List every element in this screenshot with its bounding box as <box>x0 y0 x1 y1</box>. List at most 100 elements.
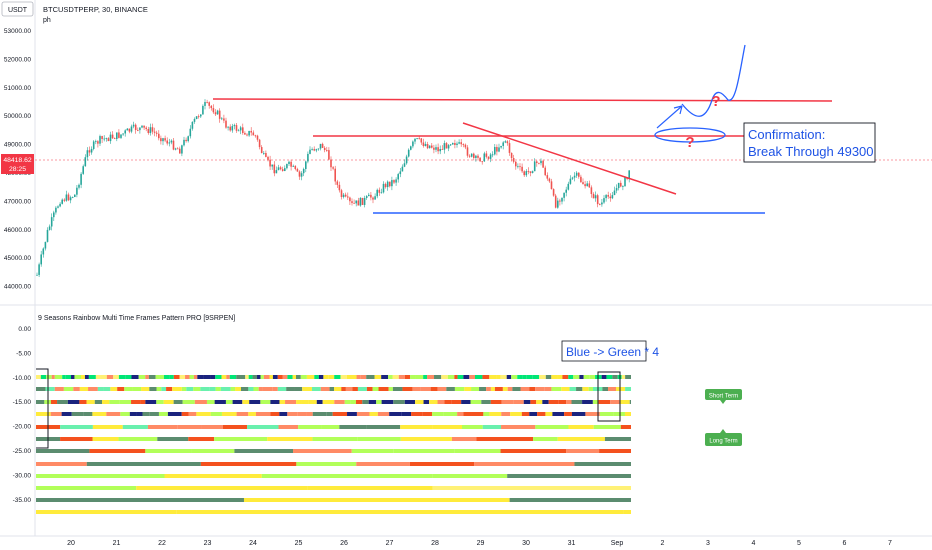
candle-body <box>456 143 458 145</box>
candle-body <box>277 167 280 171</box>
currency-badge[interactable] <box>1 1 34 17</box>
candle-body <box>622 186 624 187</box>
indicator-axis[interactable]: 0.00 -5.00 -10.00 -15.00 -20.00 -25.00 -30.00 -… <box>13 326 32 504</box>
candle-body <box>588 183 591 188</box>
time-axis[interactable]: 202122232425262728293031Sep2345678 <box>67 540 932 547</box>
candle-body <box>134 124 137 131</box>
rainbow-band-segment <box>471 412 484 416</box>
candle-body <box>500 145 502 148</box>
candle-body <box>391 180 393 187</box>
rainbow-band-segment <box>36 486 137 490</box>
rainbow-band-segment <box>526 375 533 379</box>
rainbow-band-segment <box>122 425 148 429</box>
projection-arrow[interactable] <box>656 105 683 129</box>
rainbow-band-segment <box>62 375 66 379</box>
rainbow-band-segment <box>451 400 462 404</box>
rainbow-band-segment <box>221 412 237 416</box>
rainbow-band-segment <box>351 449 394 453</box>
annotation-box[interactable] <box>561 340 647 362</box>
rainbow-band-segment <box>194 400 207 404</box>
candle-body <box>298 171 301 177</box>
rainbow-band-segment <box>40 375 47 379</box>
rainbow-band-segment <box>381 375 389 379</box>
rainbow-band-segment <box>277 387 287 391</box>
symbol-title[interactable]: BTCUSDTPERP, 30, BINANCE <box>43 5 148 14</box>
candle-body <box>124 130 126 134</box>
candle-body <box>166 140 168 144</box>
rainbow-band-segment <box>148 375 156 379</box>
rainbow-band-segment <box>248 387 254 391</box>
rainbow-band-segment <box>248 375 253 379</box>
confirmation-line2: Break Through 49300 <box>748 144 874 159</box>
rainbow-band-segment <box>369 375 375 379</box>
candle-body <box>538 162 540 164</box>
candle-body <box>542 160 544 168</box>
rainbow-band-segment <box>210 412 222 416</box>
rainbow-band-segment <box>619 400 630 404</box>
rainbow-band-segment <box>464 387 472 391</box>
candle-body <box>359 197 362 206</box>
resistance-line-upper[interactable] <box>212 98 833 102</box>
candle-body <box>193 119 196 122</box>
candle-body <box>233 125 236 127</box>
candle-body <box>435 147 437 150</box>
rainbow-band-segment <box>155 375 160 379</box>
price-tick-label: 51000.00 <box>4 85 31 92</box>
rainbow-band-segment <box>169 375 174 379</box>
rainbow-band-segment <box>490 400 502 404</box>
rainbow-band-segment <box>215 375 222 379</box>
candle-body <box>361 197 364 205</box>
rainbow-band-segment <box>249 400 261 404</box>
rainbow-band-segment <box>79 400 87 404</box>
rainbow-band-segment <box>124 387 133 391</box>
candle-body <box>386 181 389 188</box>
candle-body <box>565 189 567 193</box>
indicator-title[interactable]: 9 Seasons Rainbow Multi Time Frames Patt… <box>38 315 235 322</box>
rainbow-band-segment <box>545 375 552 379</box>
confirmation-callout[interactable] <box>743 122 876 163</box>
script-name[interactable]: ph <box>43 17 51 24</box>
time-tick-label: 7 <box>888 540 892 547</box>
candle-body <box>210 105 213 109</box>
rainbow-band-segment <box>92 437 119 441</box>
rainbow-band-segment <box>36 387 46 391</box>
rainbow-band-segment <box>535 425 569 429</box>
rainbow-band-segment <box>434 375 442 379</box>
descending-trendline[interactable] <box>462 122 677 195</box>
candle-body <box>113 138 116 139</box>
indicator-tick-label: -5.00 <box>16 350 31 357</box>
breakout-ellipse[interactable] <box>654 127 726 143</box>
projection-path[interactable] <box>681 44 746 117</box>
candle-body <box>206 102 208 103</box>
candle-body <box>101 136 103 140</box>
candle-body <box>349 197 351 202</box>
price-tick-label: 47000.00 <box>4 198 31 205</box>
candle-body <box>160 138 162 142</box>
rainbow-band-segment <box>366 387 373 391</box>
rainbow-band-segment <box>179 375 186 379</box>
short-term-label: Short Term <box>709 394 738 400</box>
rainbow-band-segment <box>110 387 118 391</box>
rainbow-band-segment <box>293 449 352 453</box>
candle-body <box>439 149 441 152</box>
candle-body <box>454 143 456 145</box>
rainbow-band-segment <box>357 437 401 441</box>
rainbow-band-segment <box>206 400 215 404</box>
candle-body <box>494 146 496 155</box>
candle-body <box>279 167 282 170</box>
rainbow-band-segment <box>620 425 631 429</box>
time-tick-label: 26 <box>340 540 348 547</box>
candle-body <box>92 141 95 149</box>
candle-body <box>380 192 383 194</box>
candle-body <box>300 173 303 177</box>
candle-body <box>174 148 177 150</box>
rainbow-band-segment <box>482 425 502 429</box>
rainbow-band-segment <box>272 375 278 379</box>
candle-body <box>40 254 42 265</box>
rainbow-band-segment <box>500 375 507 379</box>
rainbow-band-segment <box>582 400 593 404</box>
highlight-box[interactable] <box>597 371 621 422</box>
rainbow-band-segment <box>200 387 210 391</box>
rainbow-band-segment <box>601 375 607 379</box>
